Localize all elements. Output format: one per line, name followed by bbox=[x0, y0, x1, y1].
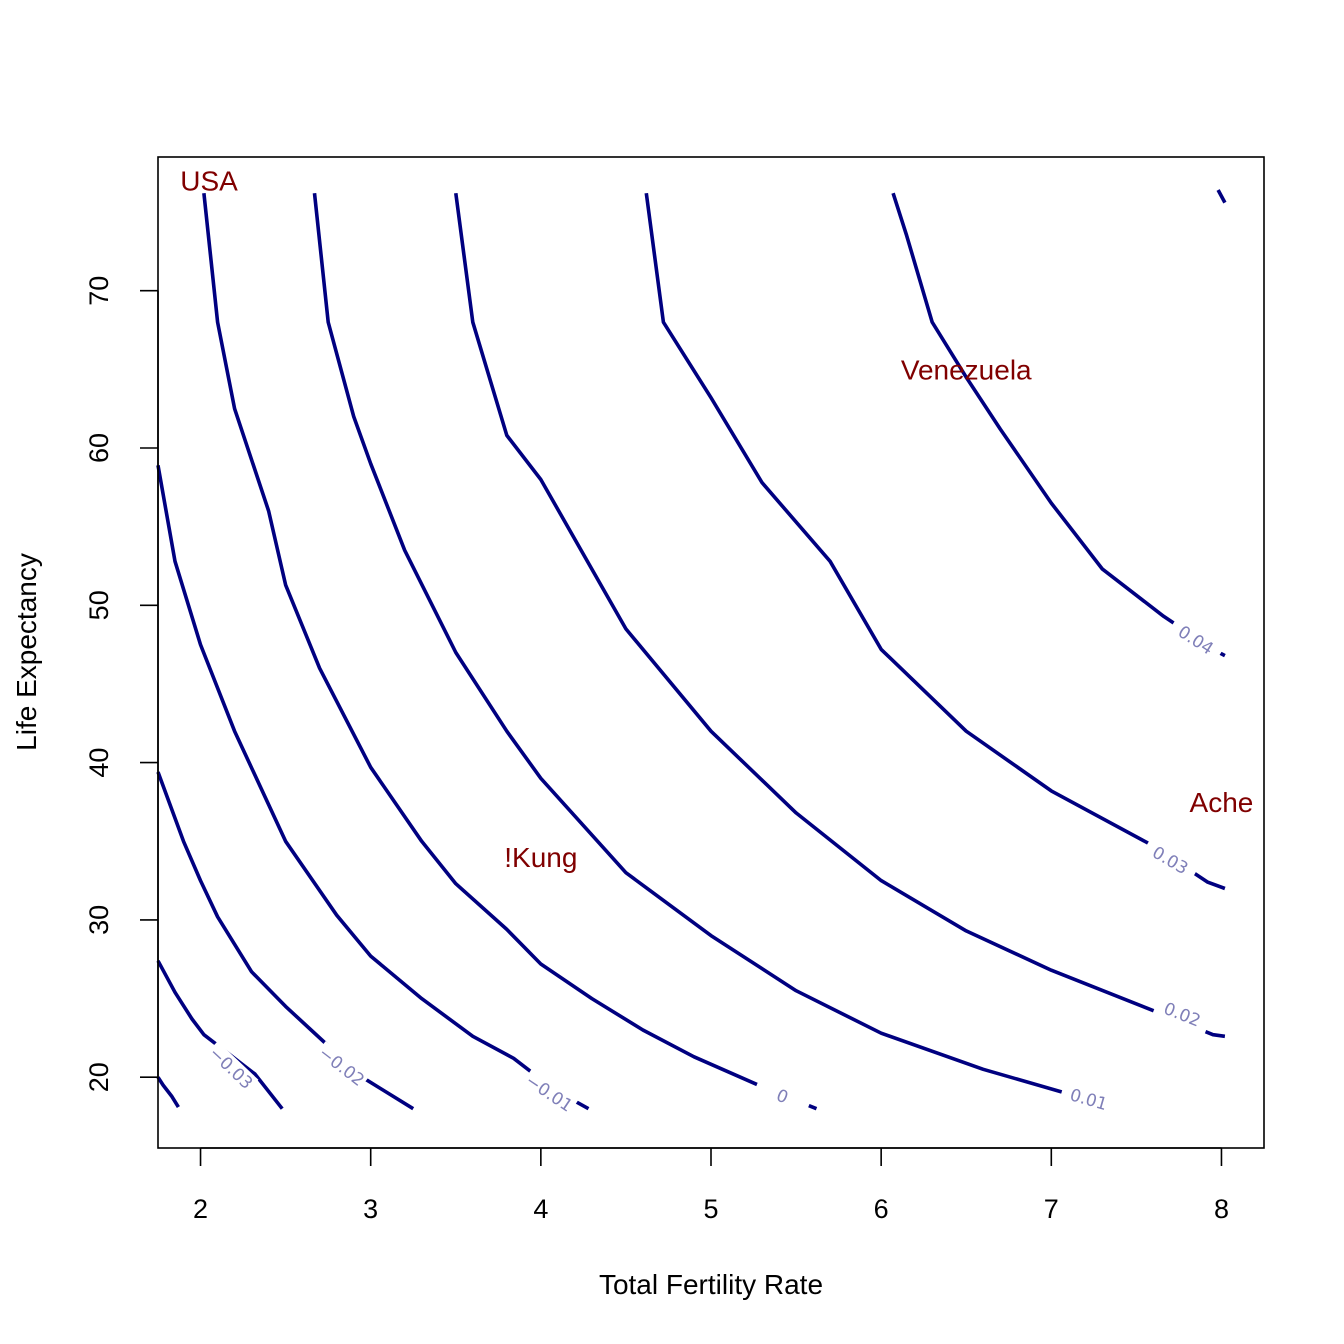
contour-label-gap bbox=[520, 1068, 579, 1117]
contour-line bbox=[156, 464, 590, 1111]
contour-level-label: 0.01 bbox=[1067, 1085, 1109, 1115]
x-axis: 2 3 4 5 6 7 8 bbox=[193, 1147, 1229, 1224]
contour-lines bbox=[156, 189, 1227, 1111]
point-label: Ache bbox=[1190, 787, 1254, 818]
contour-label-gap bbox=[1152, 994, 1213, 1034]
contour-label-gap bbox=[203, 1041, 259, 1095]
contour-label-gap bbox=[313, 1041, 371, 1092]
y-axis: 20 30 40 50 60 70 bbox=[84, 276, 159, 1092]
plot-frame bbox=[157, 156, 1265, 1149]
contour-label-gap bbox=[1141, 837, 1200, 883]
contour-level-label: 0.02 bbox=[1161, 999, 1204, 1032]
contour-label-gap bbox=[1166, 616, 1225, 664]
y-axis-label: Life Expectancy bbox=[11, 553, 42, 751]
x-axis-label: Total Fertility Rate bbox=[599, 1269, 823, 1300]
x-tick-label: 4 bbox=[533, 1194, 548, 1224]
contour-line bbox=[156, 959, 284, 1110]
point-label: Venezuela bbox=[901, 354, 1032, 385]
x-tick-label: 8 bbox=[1214, 1194, 1229, 1224]
y-tick-label: 70 bbox=[84, 276, 114, 306]
contour-line bbox=[202, 193, 818, 1111]
contour-level-label: −0.01 bbox=[522, 1071, 576, 1117]
y-tick-label: 60 bbox=[84, 433, 114, 463]
x-tick-label: 5 bbox=[703, 1194, 718, 1224]
contour-line bbox=[1216, 189, 1227, 204]
contour-label-gap bbox=[752, 1075, 813, 1117]
x-tick-label: 2 bbox=[193, 1194, 208, 1224]
x-tick-label: 7 bbox=[1044, 1194, 1059, 1224]
contour-line bbox=[454, 192, 1226, 1039]
point-labels: USA Venezuela !Kung Ache bbox=[180, 166, 1253, 873]
y-tick-label: 50 bbox=[84, 590, 114, 620]
point-label: USA bbox=[180, 166, 238, 197]
contour-level-label: −0.02 bbox=[314, 1043, 367, 1091]
contour-label-gap bbox=[1059, 1081, 1119, 1117]
y-tick-label: 20 bbox=[84, 1062, 114, 1092]
contour-labels: −0.03 −0.02−0.01 0 0.010.020.030.04 bbox=[203, 616, 1225, 1117]
contour-line bbox=[156, 771, 415, 1111]
x-tick-label: 3 bbox=[363, 1194, 378, 1224]
contour-line bbox=[644, 192, 1226, 891]
contour-line bbox=[891, 192, 1226, 658]
y-tick-label: 30 bbox=[84, 905, 114, 935]
contour-line bbox=[156, 1076, 180, 1109]
point-label: !Kung bbox=[504, 842, 577, 873]
contour-line bbox=[312, 193, 1066, 1095]
y-tick-label: 40 bbox=[84, 748, 114, 778]
x-tick-label: 6 bbox=[874, 1194, 889, 1224]
